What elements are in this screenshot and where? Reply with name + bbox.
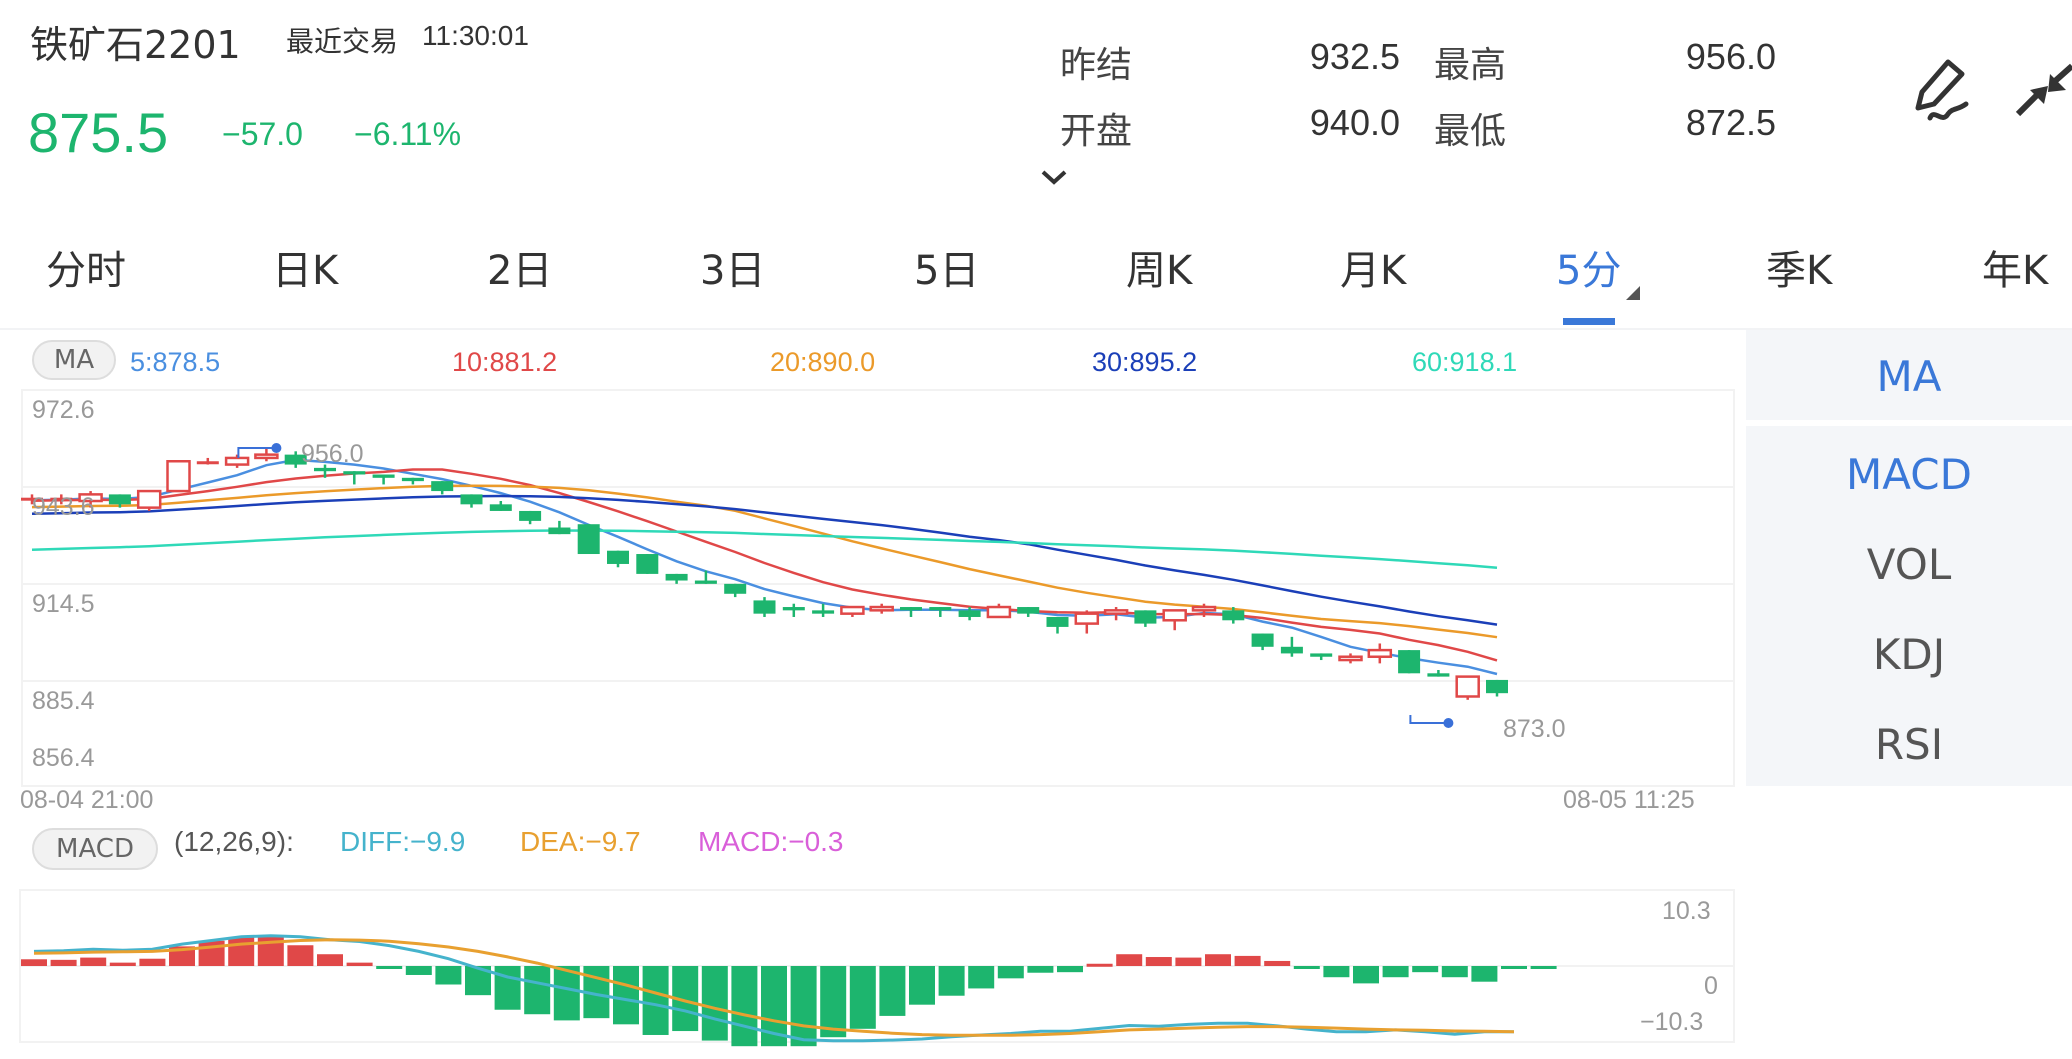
side-item-macd[interactable]: MACD [1846,450,1972,499]
max-price-label: 956.0 [301,440,364,468]
y-tick-914-5: 914.5 [32,590,95,618]
ma10-value: 10:881.2 [452,347,558,377]
ma20-value: 20:890.0 [770,347,876,377]
ma-indicator-badge[interactable]: MA [32,340,116,380]
period-tabs: 分时 日K 2日 3日 5日 周K 月K 5分 季K 年K [0,236,2072,328]
period-dropdown-caret-icon[interactable] [1626,286,1640,300]
side-panel-indicators-group: MACD VOL KDJ RSI [1746,426,2072,786]
tab-monthly[interactable]: 月K [1340,248,1407,294]
macd-dea-value: DEA:−9.7 [520,826,641,857]
candlestick-chart[interactable] [0,380,1740,800]
side-item-vol[interactable]: VOL [1866,540,1952,589]
stat-value-low: 872.5 [1685,102,1776,143]
macd-params: (12,26,9): [174,826,294,857]
y-tick-885-4: 885.4 [32,687,95,715]
macd-hist-value: MACD:−0.3 [698,826,844,857]
tabs-divider [0,328,2072,330]
tab-intraday[interactable]: 分时 [46,248,126,294]
price-change: −57.0 [222,116,303,152]
last-trade-time: 11:30:01 [422,20,529,51]
x-label-end: 08-05 11:25 [1563,786,1695,814]
y-tick-856-4: 856.4 [32,744,95,772]
tab-2day[interactable]: 2日 [487,248,553,294]
macd-diff-value: DIFF:−9.9 [340,826,466,857]
min-price-label: 873.0 [1503,715,1566,743]
tab-3day[interactable]: 3日 [700,248,766,294]
stat-label-low: 最低 [1434,111,1507,152]
tab-5min[interactable]: 5分 [1556,248,1622,294]
side-panel-ma-group: MA [1746,330,2072,420]
tab-5day[interactable]: 5日 [914,248,980,294]
macd-indicator-badge[interactable]: MACD [32,828,158,870]
active-tab-indicator [1563,318,1615,325]
tab-yearly[interactable]: 年K [1982,248,2049,294]
stat-value-open: 940.0 [1309,102,1400,143]
ma5-value: 5:878.5 [130,347,221,377]
price-change-pct: −6.11% [354,116,462,152]
macd-y-tick-top: 10.3 [1662,897,1711,925]
ma60-value: 60:918.1 [1412,347,1518,377]
stat-value-prev-settle: 932.5 [1309,36,1400,77]
macd-y-tick-zero: 0 [1704,972,1718,1000]
expand-chevron-icon[interactable] [1040,168,1068,186]
tab-daily[interactable]: 日K [272,248,339,294]
ma30-value: 30:895.2 [1092,347,1198,377]
stat-value-high: 956.0 [1685,36,1776,77]
y-tick-943-6: 943.6 [32,493,95,521]
y-tick-972-6: 972.6 [32,396,95,424]
collapse-arrows-icon[interactable] [2014,56,2072,118]
last-price: 875.5 [28,101,169,164]
side-item-kdj[interactable]: KDJ [1872,630,1946,679]
tab-quarterly[interactable]: 季K [1766,248,1833,294]
macd-chart[interactable] [0,880,1740,1050]
side-item-rsi[interactable]: RSI [1874,720,1944,769]
stat-label-prev-settle: 昨结 [1060,45,1133,86]
draw-pen-icon[interactable] [1912,58,1976,124]
macd-y-tick-bottom: −10.3 [1640,1008,1704,1036]
x-label-start: 08-04 21:00 [20,786,154,814]
last-trade-label: 最近交易 [286,25,399,58]
stat-label-high: 最高 [1434,45,1507,86]
tab-weekly[interactable]: 周K [1126,248,1193,294]
stat-label-open: 开盘 [1060,111,1133,152]
symbol-title: 铁矿石2201 [30,23,241,67]
side-item-ma[interactable]: MA [1876,352,1942,401]
